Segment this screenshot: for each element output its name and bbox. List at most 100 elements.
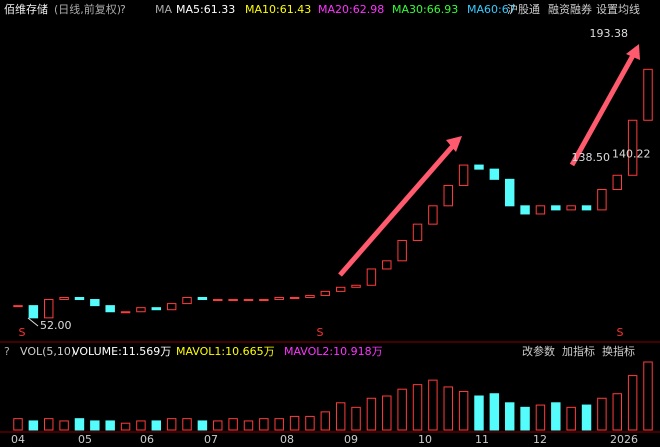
mode: (日线,前复权) — [54, 2, 121, 16]
candle — [335, 286, 346, 292]
vol-label: VOL(5,10) — [20, 345, 75, 358]
ma20: MA20:62.98 — [318, 3, 384, 16]
ma60: MA60:67 — [467, 3, 516, 16]
ma30: MA30:66.93 — [392, 3, 458, 16]
candle — [151, 307, 162, 311]
candle — [520, 205, 530, 215]
candle — [182, 296, 192, 305]
volume: VOLUME:11.569万 — [72, 345, 171, 358]
x-tick-label: 11 — [475, 433, 489, 446]
volume-bar — [90, 420, 100, 431]
volume-bar — [59, 420, 69, 431]
volume-bar — [213, 420, 223, 431]
x-tick-label: 06 — [140, 433, 154, 446]
x-tick-label: 05 — [78, 433, 92, 446]
candle — [351, 284, 361, 288]
swap-indicator[interactable]: 换指标 — [602, 344, 635, 358]
arrow — [569, 48, 639, 167]
candle — [643, 68, 653, 121]
volume-bar — [151, 420, 162, 431]
volume-bar — [520, 406, 530, 431]
hgt[interactable]: 沪股通 — [507, 2, 540, 16]
volume-bar — [243, 420, 254, 431]
add-indicator[interactable]: 加指标 — [562, 344, 595, 358]
volume-bar — [366, 397, 377, 431]
candle — [551, 205, 561, 211]
volume-bar — [504, 402, 515, 431]
candle — [274, 296, 284, 301]
candle — [535, 205, 546, 215]
volume-bar — [443, 386, 453, 431]
candle — [197, 296, 208, 301]
volume-bar — [489, 393, 500, 431]
candle — [366, 268, 377, 286]
volume-bar — [182, 418, 192, 431]
volume-bar — [305, 415, 315, 431]
candle — [627, 119, 638, 176]
volume-bar — [382, 395, 392, 431]
candle — [243, 299, 254, 302]
volume-bar — [474, 395, 484, 431]
volume-bar — [428, 379, 438, 431]
candle — [44, 299, 54, 319]
volume-bar — [274, 418, 284, 431]
candle — [612, 174, 622, 191]
candle — [105, 305, 115, 313]
volume-bar — [566, 406, 576, 431]
volume-bar — [136, 420, 146, 431]
volume-bar — [44, 418, 54, 431]
low-pointer — [27, 317, 39, 327]
candle — [597, 189, 607, 211]
candle — [305, 294, 315, 298]
volume-bar — [320, 411, 331, 431]
candle — [458, 164, 469, 186]
volume-bar — [458, 390, 469, 431]
price-label: 138.50 — [572, 151, 611, 164]
candle — [90, 299, 100, 307]
price-label: 52.00 — [40, 319, 72, 332]
volume-bar — [612, 393, 622, 431]
help[interactable]: ? — [120, 3, 126, 16]
stock-name: 佰维存储 — [4, 2, 48, 16]
price-label: 193.38 — [590, 27, 629, 40]
candle — [59, 296, 69, 301]
price-label: 140.22 — [612, 147, 651, 160]
volume-bar — [412, 384, 423, 431]
volume-bar — [13, 418, 23, 431]
volume-bar — [397, 388, 407, 431]
volume-bar — [259, 418, 269, 431]
x-tick-label: 12 — [533, 433, 547, 446]
ma5: MA5:61.33 — [176, 3, 235, 16]
vol-help[interactable]: ? — [4, 345, 10, 358]
volume-bar — [351, 406, 361, 431]
candle — [566, 205, 576, 211]
volume-bar — [551, 402, 561, 431]
arrow-head — [446, 136, 462, 152]
candle — [166, 303, 177, 311]
volume-bar — [228, 418, 238, 431]
rzrq[interactable]: 融资融券 — [548, 2, 592, 16]
candle — [74, 296, 85, 301]
edit-params[interactable]: 改参数 — [522, 344, 555, 358]
signal-marker: S — [317, 326, 324, 339]
volume-bar — [597, 397, 607, 431]
signal-marker: S — [19, 326, 26, 339]
volume-bar — [627, 375, 638, 431]
candle — [136, 307, 146, 313]
volume-bar — [335, 402, 346, 431]
settings[interactable]: 设置均线 — [596, 2, 640, 16]
candle — [28, 305, 39, 319]
candle — [228, 299, 238, 302]
candle — [13, 305, 23, 308]
candle — [428, 205, 438, 225]
volume-bar — [197, 420, 208, 431]
x-tick-label: 09 — [344, 433, 358, 446]
x-tick-label: 2026 — [610, 433, 638, 446]
candle — [489, 168, 500, 180]
candle — [259, 299, 269, 302]
candle — [120, 311, 131, 314]
mavol2: MAVOL2:10.918万 — [284, 345, 383, 358]
x-tick-label: 04 — [11, 433, 25, 446]
